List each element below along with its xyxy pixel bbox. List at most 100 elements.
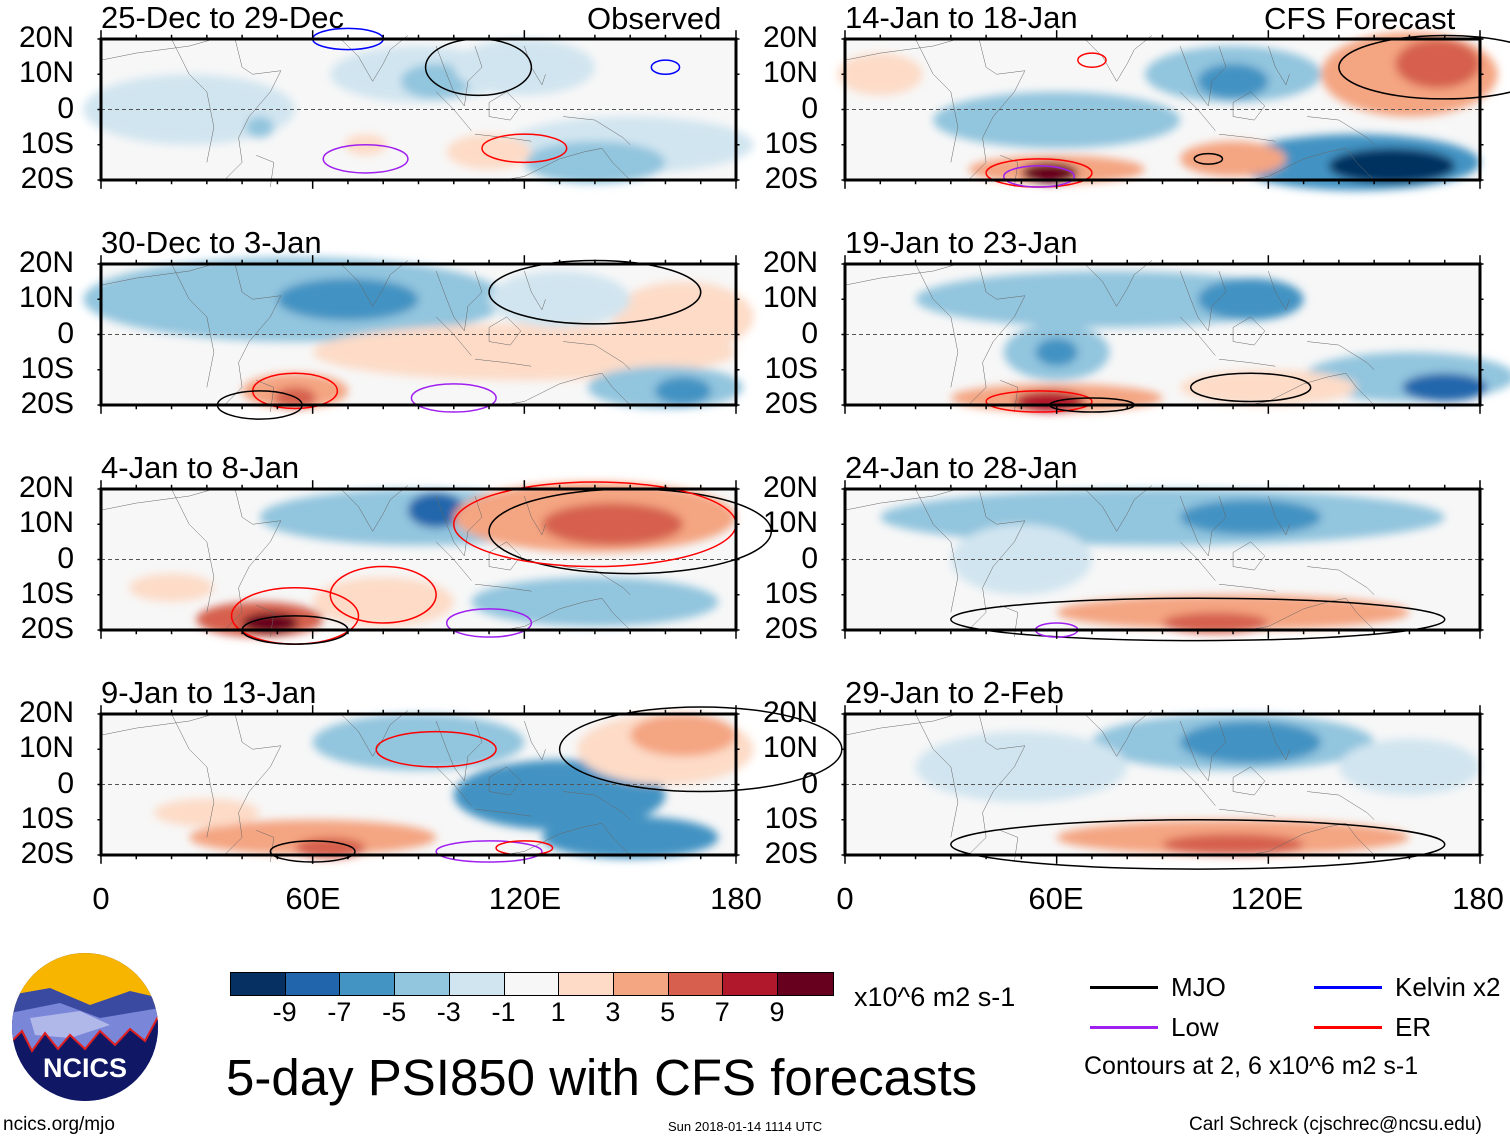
y-tick-label: 20S bbox=[20, 387, 74, 420]
colorbar-swatch bbox=[503, 972, 561, 996]
coastline bbox=[845, 39, 958, 60]
coastline bbox=[916, 714, 958, 837]
coastline bbox=[341, 710, 408, 756]
colorbar-label: 1 bbox=[550, 997, 566, 1027]
coastline bbox=[1233, 317, 1265, 345]
anomaly-region bbox=[295, 837, 366, 859]
anomaly-region bbox=[153, 798, 260, 827]
anomaly-region bbox=[1328, 148, 1456, 184]
x-tick-label: 120E bbox=[1230, 881, 1304, 916]
x-tick-label: 0 bbox=[92, 881, 110, 916]
coastline bbox=[563, 117, 630, 145]
contour-line bbox=[482, 134, 567, 162]
y-tick-label: 10N bbox=[18, 731, 74, 765]
map-panel bbox=[845, 264, 1510, 405]
coastline bbox=[845, 714, 958, 735]
y-tick-label: 20N bbox=[18, 246, 74, 279]
anomaly-region bbox=[189, 819, 437, 855]
coastline bbox=[489, 767, 521, 795]
coastline bbox=[563, 792, 630, 820]
anomaly-region bbox=[654, 376, 712, 405]
anomaly-region bbox=[277, 278, 419, 321]
coastline bbox=[503, 148, 630, 180]
colorbar-label: 3 bbox=[605, 997, 621, 1027]
colorbar-swatch bbox=[558, 972, 615, 996]
coastline bbox=[489, 92, 521, 120]
colorbar-label: -3 bbox=[436, 997, 461, 1027]
coastline bbox=[1307, 792, 1374, 820]
anomaly-region bbox=[1180, 721, 1322, 764]
y-tick-label: 20N bbox=[762, 696, 818, 729]
anomaly-region bbox=[1197, 278, 1304, 321]
anomaly-region bbox=[489, 271, 631, 328]
anomaly-region bbox=[1021, 162, 1078, 184]
anomaly-region bbox=[915, 731, 1128, 803]
y-tick-label: 10N bbox=[762, 281, 818, 315]
contour-note: Contours at 2, 6 x10^6 m2 s-1 bbox=[1084, 1052, 1419, 1080]
contour-line bbox=[1194, 154, 1222, 165]
panel-title: 4-Jan to 8-Jan bbox=[101, 450, 300, 485]
y-tick-label: 0 bbox=[57, 541, 74, 575]
coastline bbox=[916, 39, 958, 162]
legend-swatch bbox=[1314, 1026, 1382, 1029]
map-panel bbox=[101, 489, 736, 630]
y-tick-label: 0 bbox=[801, 766, 818, 800]
anomaly-region bbox=[630, 714, 736, 757]
contour-line bbox=[436, 841, 542, 862]
colorbar-swatch bbox=[612, 972, 670, 996]
anomaly-region bbox=[400, 63, 472, 99]
y-tick-label: 10S bbox=[764, 801, 818, 835]
y-tick-label: 0 bbox=[801, 316, 818, 350]
contour-line bbox=[951, 598, 1445, 640]
anomaly-region bbox=[312, 714, 525, 771]
coastline bbox=[968, 264, 1024, 405]
coastline bbox=[1180, 496, 1226, 556]
coastline bbox=[101, 714, 214, 735]
coastline bbox=[172, 714, 214, 837]
coastline bbox=[1268, 496, 1289, 535]
coastline bbox=[968, 714, 1024, 855]
colorbar-label: -5 bbox=[382, 997, 407, 1027]
anomaly-region bbox=[1180, 499, 1322, 535]
coastline bbox=[503, 823, 630, 855]
y-tick-label: 10S bbox=[20, 801, 74, 835]
anomaly-region bbox=[1197, 63, 1269, 99]
coastline bbox=[341, 260, 408, 306]
legend-label: Low bbox=[1171, 1012, 1219, 1042]
coastline bbox=[1233, 542, 1265, 570]
column-header-forecast: CFS Forecast bbox=[1264, 1, 1456, 36]
coastline bbox=[475, 809, 531, 816]
map-panel bbox=[837, 39, 1480, 191]
x-tick-label: 0 bbox=[836, 881, 854, 916]
y-tick-label: 10N bbox=[762, 56, 818, 90]
coastline bbox=[436, 496, 482, 556]
coastline bbox=[224, 39, 280, 180]
y-tick-label: 0 bbox=[57, 316, 74, 350]
coastline bbox=[845, 489, 958, 510]
coastline bbox=[341, 485, 408, 531]
coastline bbox=[968, 39, 1024, 180]
anomaly-region bbox=[1180, 369, 1357, 405]
map-panel bbox=[845, 489, 1480, 630]
y-tick-label: 20N bbox=[762, 471, 818, 504]
legend-label: Kelvin x2 bbox=[1395, 972, 1501, 1002]
coastline bbox=[436, 46, 482, 106]
coastline bbox=[503, 373, 630, 405]
coastline bbox=[845, 264, 958, 285]
y-tick-label: 20N bbox=[18, 696, 74, 729]
footer-url[interactable]: ncics.org/mjo bbox=[3, 1114, 115, 1135]
map-panel bbox=[845, 714, 1480, 855]
coastline bbox=[172, 39, 214, 162]
coastline bbox=[563, 567, 630, 595]
coastline bbox=[1233, 767, 1265, 795]
anomaly-region bbox=[312, 577, 454, 627]
y-tick-label: 10S bbox=[764, 576, 818, 610]
contour-line bbox=[951, 820, 1445, 869]
colorbar-swatch bbox=[394, 972, 451, 996]
anomaly-region bbox=[1395, 39, 1480, 89]
panel-title: 9-Jan to 13-Jan bbox=[101, 675, 317, 710]
anomaly-region bbox=[612, 281, 754, 353]
anomaly-region bbox=[1014, 390, 1085, 413]
coastline bbox=[916, 489, 958, 612]
x-tick-label: 60E bbox=[1028, 881, 1084, 916]
